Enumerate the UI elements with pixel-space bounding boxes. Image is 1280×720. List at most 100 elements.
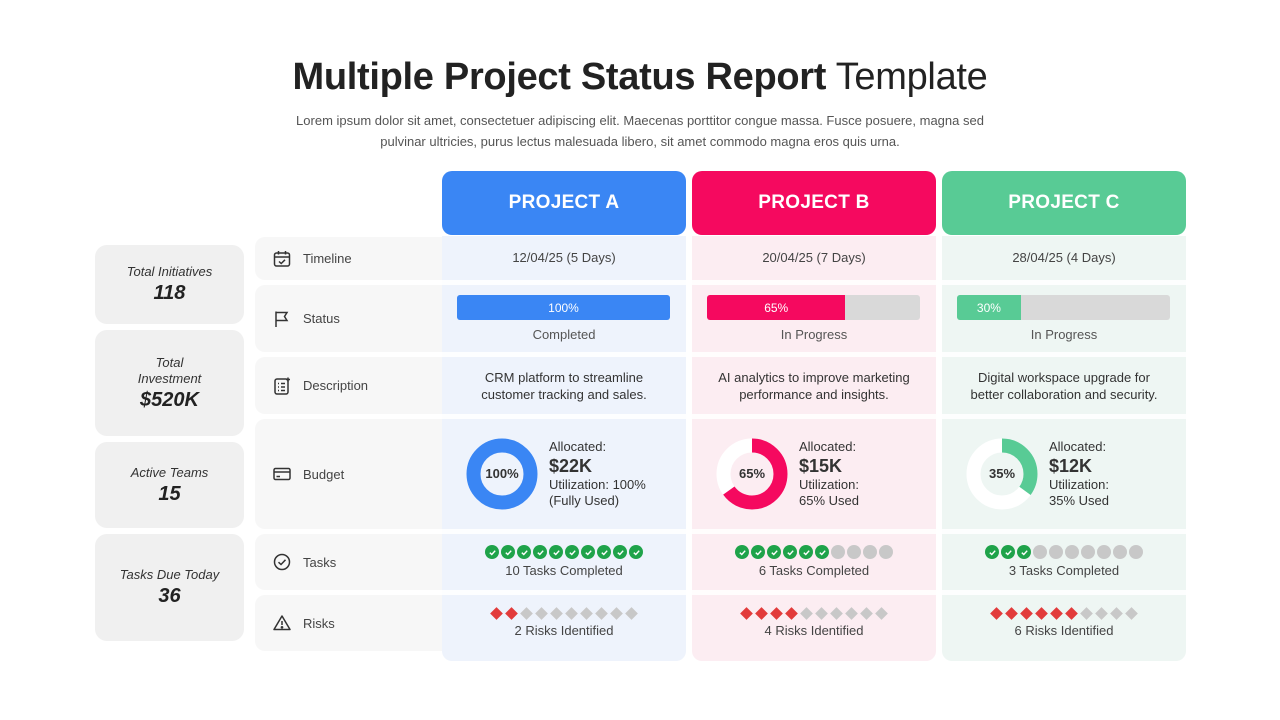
task-pending-icon bbox=[831, 545, 845, 559]
project-b-progress-bar: 65% bbox=[707, 295, 920, 320]
project-b-risks-caption: 4 Risks Identified bbox=[764, 623, 864, 638]
card-icon bbox=[271, 463, 293, 485]
project-a-header: PROJECT A bbox=[442, 171, 686, 235]
task-done-icon bbox=[1001, 545, 1015, 559]
project-c-task-dots bbox=[942, 545, 1186, 559]
title-light: Template bbox=[835, 56, 988, 98]
risk-flag-icon bbox=[1050, 606, 1064, 620]
risk-empty-icon bbox=[565, 606, 579, 620]
project-c-header: PROJECT C bbox=[942, 171, 1186, 235]
stat-value: 118 bbox=[153, 282, 186, 304]
row-label-description: Description bbox=[255, 357, 442, 414]
row-divider bbox=[255, 414, 1186, 419]
task-pending-icon bbox=[1097, 545, 1111, 559]
row-label-status: Status bbox=[255, 285, 442, 352]
risk-flag-icon bbox=[755, 606, 769, 620]
risk-empty-icon bbox=[610, 606, 624, 620]
donut-label: 65% bbox=[738, 466, 766, 481]
allocated-label: Allocated: bbox=[799, 439, 857, 454]
checklist-icon bbox=[271, 375, 293, 397]
project-c-tasks-caption: 3 Tasks Completed bbox=[1008, 563, 1120, 578]
row-label-budget: Budget bbox=[255, 419, 442, 529]
risk-empty-icon bbox=[845, 606, 859, 620]
utilization-note: (Fully Used) bbox=[549, 493, 620, 508]
project-b-risk-diamonds bbox=[692, 606, 936, 620]
task-done-icon bbox=[613, 545, 627, 559]
risk-empty-icon bbox=[1110, 606, 1124, 620]
project-a-timeline: 12/04/25 (5 Days) bbox=[512, 250, 616, 265]
project-b-task-dots bbox=[692, 545, 936, 559]
risk-flag-icon bbox=[490, 606, 504, 620]
row-label-text: Tasks bbox=[303, 554, 337, 570]
project-a-risk-diamonds bbox=[442, 606, 686, 620]
risk-flag-icon bbox=[990, 606, 1004, 620]
task-pending-icon bbox=[1113, 545, 1127, 559]
risk-flag-icon bbox=[505, 606, 519, 620]
allocated-amount: $15K bbox=[799, 456, 843, 476]
utilization-note: 35% Used bbox=[1049, 493, 1109, 508]
utilization-line: Utilization: bbox=[1049, 477, 1109, 492]
task-done-icon bbox=[581, 545, 595, 559]
task-pending-icon bbox=[1033, 545, 1047, 559]
project-c-progress-bar: 30% bbox=[957, 295, 1170, 320]
project-a-budget-text: Allocated: $22K Utilization: 100% (Fully… bbox=[549, 439, 646, 509]
task-done-icon bbox=[735, 545, 749, 559]
task-done-icon bbox=[783, 545, 797, 559]
donut-arc bbox=[466, 438, 538, 510]
project-a-budget-donut bbox=[466, 438, 538, 510]
task-done-icon bbox=[517, 545, 531, 559]
flag-icon bbox=[271, 308, 293, 330]
task-done-icon bbox=[767, 545, 781, 559]
project-a-tasks-caption: 10 Tasks Completed bbox=[505, 563, 623, 578]
risk-empty-icon bbox=[830, 606, 844, 620]
row-label-text: Budget bbox=[303, 466, 345, 482]
task-pending-icon bbox=[847, 545, 861, 559]
allocated-label: Allocated: bbox=[549, 439, 607, 454]
donut-arc bbox=[966, 438, 1038, 510]
task-pending-icon bbox=[1081, 545, 1095, 559]
row-divider bbox=[255, 590, 1186, 595]
allocated-label: Allocated: bbox=[1049, 439, 1107, 454]
project-a-description: CRM platform to streamline customer trac… bbox=[481, 370, 647, 402]
risk-empty-icon bbox=[580, 606, 594, 620]
risk-empty-icon bbox=[815, 606, 829, 620]
row-divider bbox=[255, 352, 1186, 357]
task-done-icon bbox=[485, 545, 499, 559]
risk-flag-icon bbox=[1065, 606, 1079, 620]
task-done-icon bbox=[751, 545, 765, 559]
utilization-line: Utilization: 100% bbox=[549, 477, 646, 492]
project-c-risks-caption: 6 Risks Identified bbox=[1014, 623, 1114, 638]
risk-flag-icon bbox=[740, 606, 754, 620]
risk-flag-icon bbox=[770, 606, 784, 620]
task-pending-icon bbox=[879, 545, 893, 559]
progress-fill: 65% bbox=[707, 295, 846, 320]
calendar-check-icon bbox=[271, 248, 293, 270]
allocated-amount: $22K bbox=[549, 456, 593, 476]
task-done-icon bbox=[985, 545, 999, 559]
project-c-timeline: 28/04/25 (4 Days) bbox=[1012, 250, 1116, 265]
page-subtitle: Lorem ipsum dolor sit amet, consectetuer… bbox=[296, 113, 984, 149]
task-done-icon bbox=[1017, 545, 1031, 559]
page-title: Multiple Project Status Report Template bbox=[0, 56, 1280, 99]
task-pending-icon bbox=[1049, 545, 1063, 559]
project-b-timeline: 20/04/25 (7 Days) bbox=[762, 250, 866, 265]
task-done-icon bbox=[501, 545, 515, 559]
check-circle-icon bbox=[271, 551, 293, 573]
stat-total-initiatives: Total Initiatives 118 bbox=[95, 245, 244, 324]
row-label-tasks: Tasks bbox=[255, 534, 442, 590]
risk-empty-icon bbox=[800, 606, 814, 620]
task-done-icon bbox=[549, 545, 563, 559]
row-label-risks: Risks bbox=[255, 595, 442, 651]
project-c-budget-donut bbox=[966, 438, 1038, 510]
project-b-budget-text: Allocated: $15K Utilization: 65% Used bbox=[799, 439, 859, 509]
risk-flag-icon bbox=[1005, 606, 1019, 620]
task-done-icon bbox=[815, 545, 829, 559]
task-pending-icon bbox=[863, 545, 877, 559]
project-b-header: PROJECT B bbox=[692, 171, 936, 235]
risk-flag-icon bbox=[1020, 606, 1034, 620]
risk-empty-icon bbox=[860, 606, 874, 620]
warning-icon bbox=[271, 612, 293, 634]
project-a-task-dots bbox=[442, 545, 686, 559]
stat-tasks-due-today: Tasks Due Today 36 bbox=[95, 534, 244, 641]
stat-label: Tasks Due Today bbox=[119, 567, 220, 582]
